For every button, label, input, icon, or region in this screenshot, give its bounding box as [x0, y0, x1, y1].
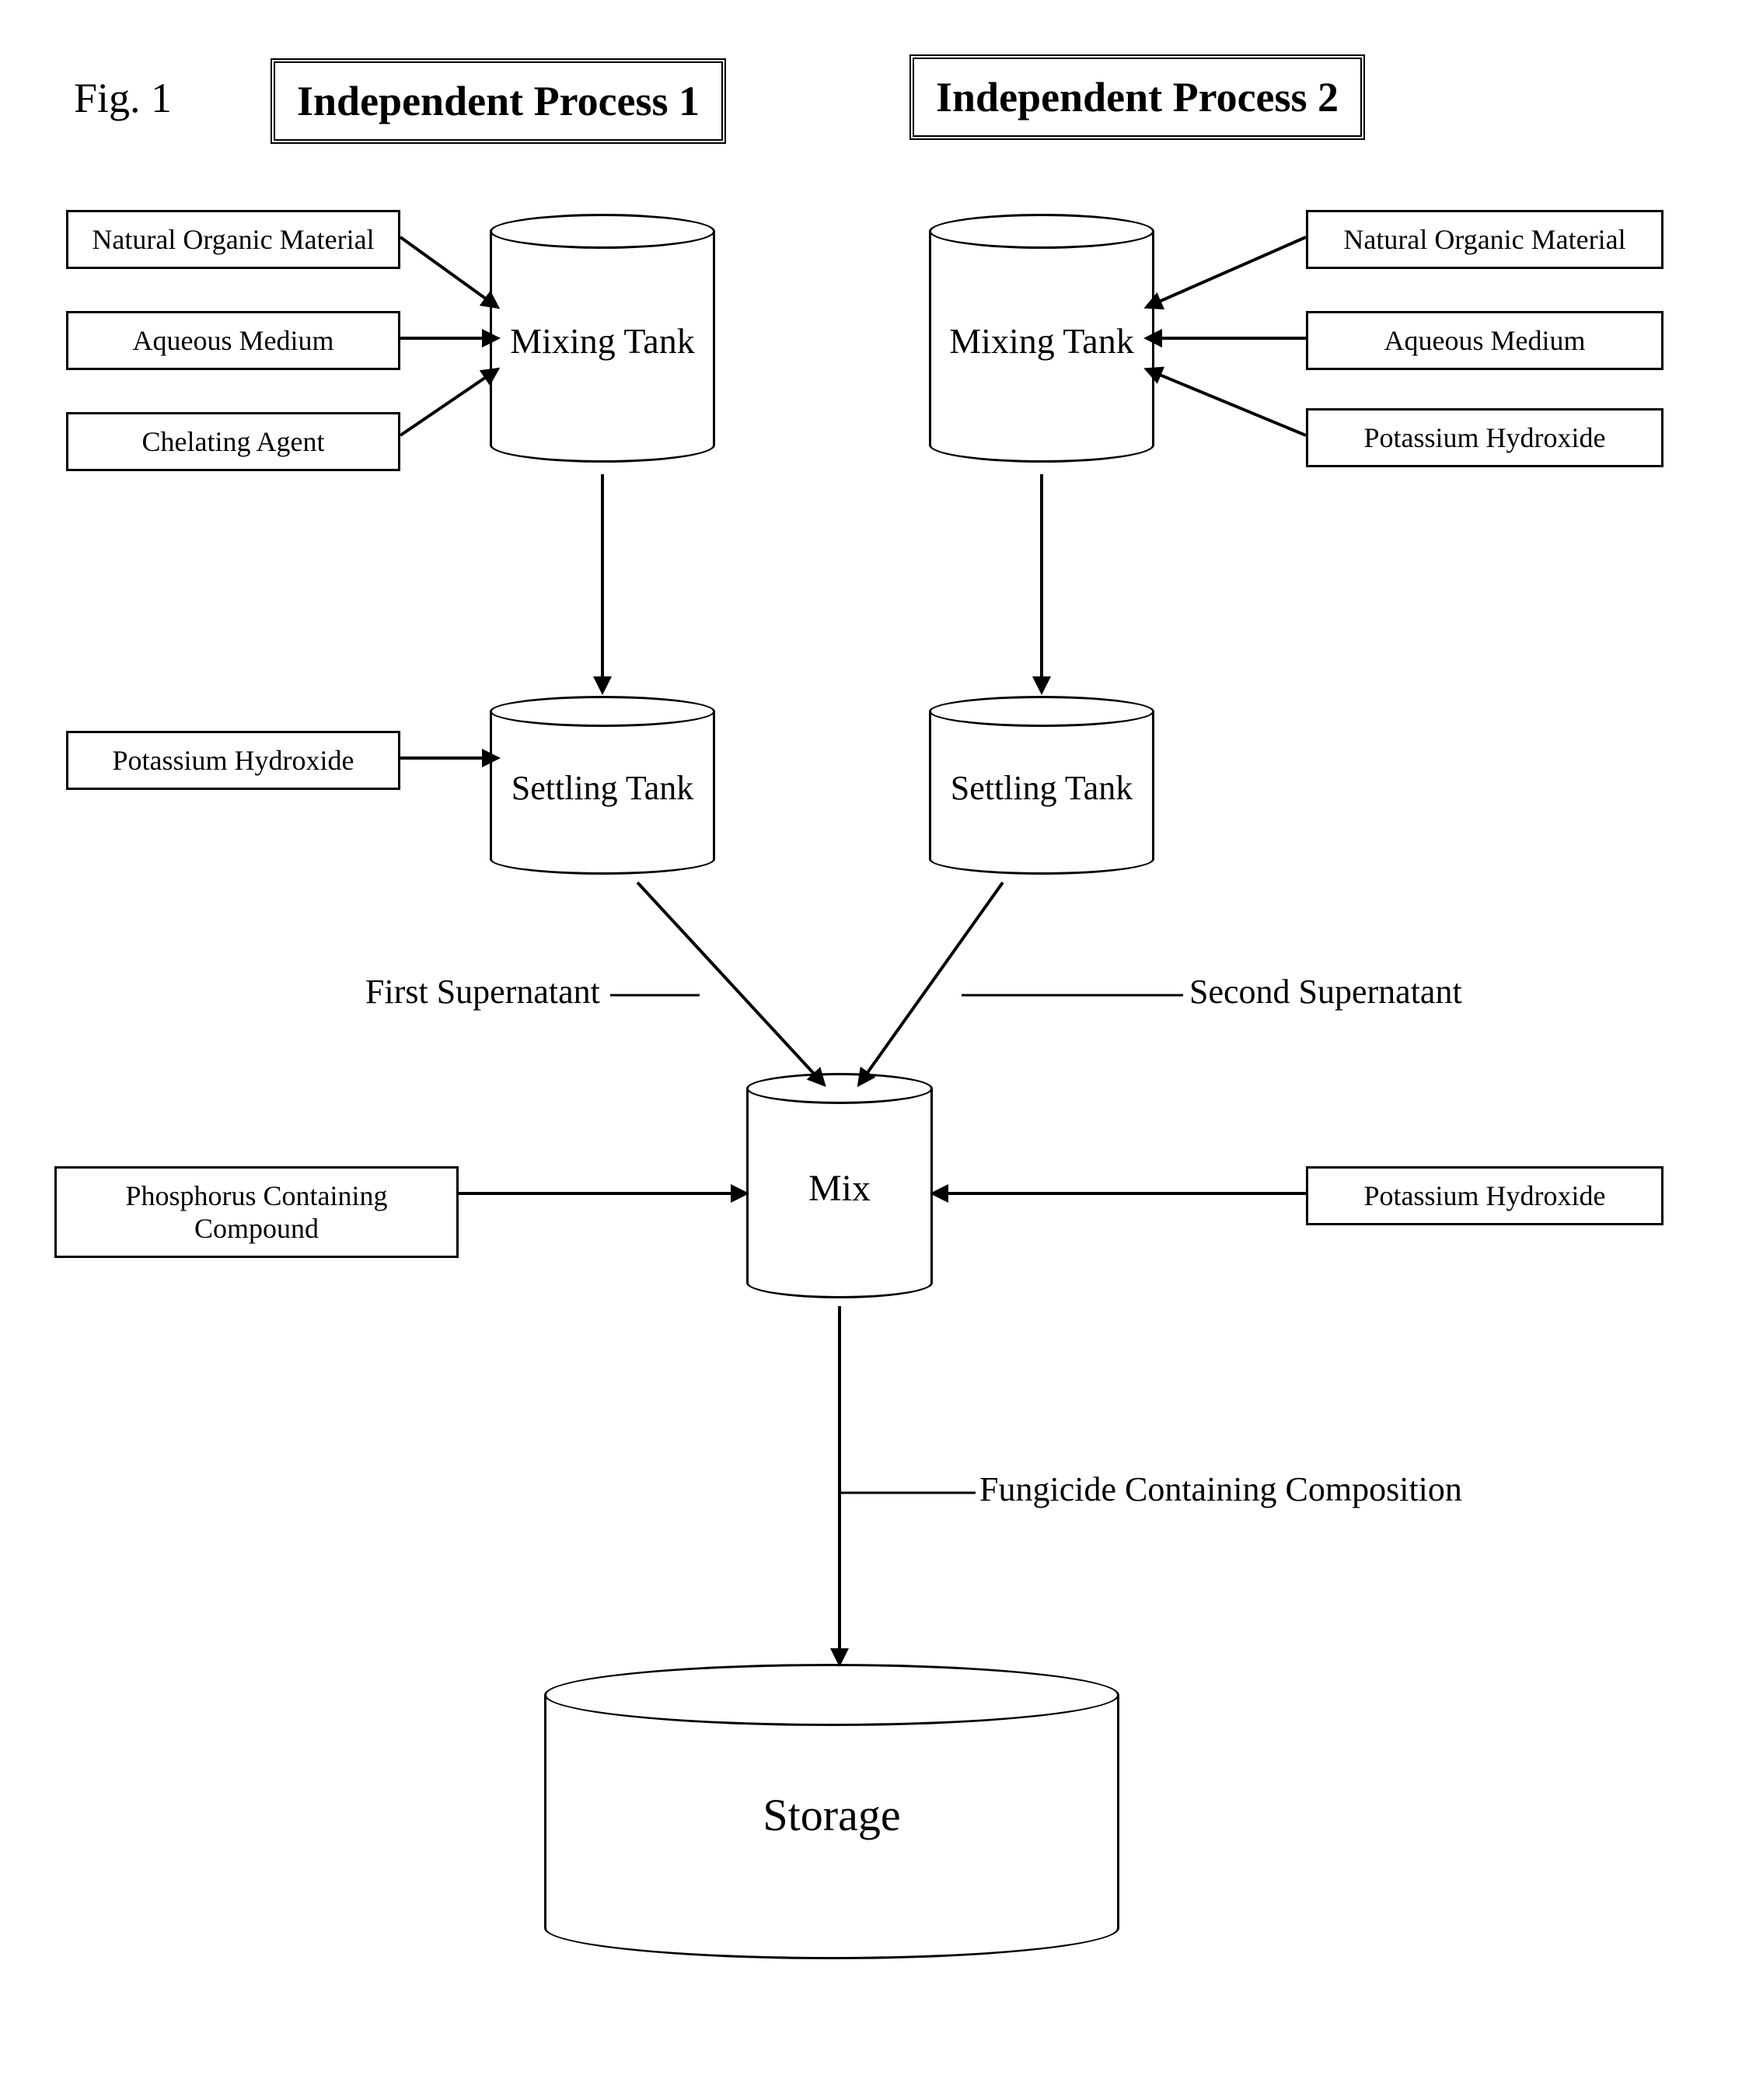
cylinder-label: Storage — [544, 1789, 1119, 1841]
cylinder-label: Mixing Tank — [929, 320, 1154, 362]
tank-mix-center: Mix — [746, 1073, 933, 1298]
label-second-supernatant: Second Supernatant — [1189, 972, 1462, 1012]
header-process-1: Independent Process 1 — [271, 58, 726, 144]
input-left-phosphorus: Phosphorus Containing Compound — [54, 1166, 459, 1258]
figure-label: Fig. 1 — [74, 74, 172, 122]
input-left-aqueous: Aqueous Medium — [66, 311, 400, 370]
tank-storage: Storage — [544, 1664, 1119, 1959]
input-right-aqueous: Aqueous Medium — [1306, 311, 1663, 370]
header-process-2: Independent Process 2 — [909, 54, 1365, 140]
input-left-chelating: Chelating Agent — [66, 412, 400, 471]
label-fungicide: Fungicide Containing Composition — [979, 1469, 1462, 1509]
cylinder-label: Settling Tank — [490, 768, 715, 808]
tank-settling-2: Settling Tank — [929, 696, 1154, 875]
tank-mixing-2: Mixing Tank — [929, 214, 1154, 463]
cylinder-label: Mixing Tank — [490, 320, 715, 362]
tank-settling-1: Settling Tank — [490, 696, 715, 875]
label-first-supernatant: First Supernatant — [365, 972, 600, 1012]
cylinder-label: Settling Tank — [929, 768, 1154, 808]
diagram-canvas: Fig. 1 Independent Process 1 Independent… — [0, 0, 1756, 2100]
input-right-organic: Natural Organic Material — [1306, 210, 1663, 269]
input-left-organic: Natural Organic Material — [66, 210, 400, 269]
tank-mixing-1: Mixing Tank — [490, 214, 715, 463]
input-right-koh: Potassium Hydroxide — [1306, 408, 1663, 467]
input-right-koh-mix: Potassium Hydroxide — [1306, 1166, 1663, 1225]
cylinder-label: Mix — [746, 1167, 933, 1210]
input-left-koh: Potassium Hydroxide — [66, 731, 400, 790]
